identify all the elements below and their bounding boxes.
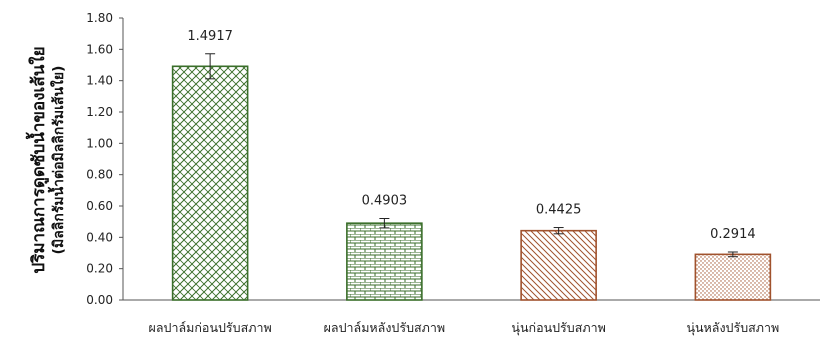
y-tick-label: 1.20 xyxy=(86,105,113,119)
y-tick-label: 1.60 xyxy=(86,42,113,56)
x-tick-label: ผลปาล์มก่อนปรับสภาพ xyxy=(149,320,272,335)
y-tick-label: 0.60 xyxy=(86,199,113,213)
x-tick-label: ผลปาล์มหลังปรับสภาพ xyxy=(324,320,446,335)
bar xyxy=(171,65,249,301)
y-axis: 0.00 0.20 0.40 0.60 0.80 1.00 1.20 1.40 1.60 1.80 xyxy=(86,11,124,307)
y-tick-label: 1.80 xyxy=(86,11,113,25)
y-tick-label: 1.00 xyxy=(86,136,113,150)
y-axis-title-line1: ปริมาณการดูดซับน้ำของเส้นใย xyxy=(25,46,50,273)
bar xyxy=(520,229,597,301)
data-label: 0.2914 xyxy=(710,227,756,242)
y-tick-label: 0.20 xyxy=(86,262,113,276)
data-labels: 1.4917 0.4903 0.4425 0.2914 xyxy=(187,29,755,242)
x-tick-label: นุ่นก่อนปรับสภาพ xyxy=(511,320,605,336)
x-axis: ผลปาล์มก่อนปรับสภาพ ผลปาล์มหลังปรับสภาพ นุ… xyxy=(123,299,820,336)
bar xyxy=(694,253,772,301)
data-label: 0.4903 xyxy=(362,193,408,208)
y-tick-label: 0.40 xyxy=(86,230,113,244)
data-label: 1.4917 xyxy=(187,29,233,44)
bar-series xyxy=(171,53,772,301)
x-tick-label: นุ่นหลังปรับสภาพ xyxy=(686,320,779,336)
y-axis-title-line2: (มิลลิกรัมน้ำต่อมิลลิกรัมเส้นใย) xyxy=(47,66,67,255)
bar xyxy=(346,222,423,301)
y-tick-label: 1.40 xyxy=(86,74,113,88)
y-tick-label: 0.80 xyxy=(86,168,113,182)
data-label: 0.4425 xyxy=(536,203,582,218)
y-axis-title: ปริมาณการดูดซับน้ำของเส้นใย (มิลลิกรัมน้… xyxy=(25,46,67,273)
y-tick-label: 0.00 xyxy=(86,293,113,307)
